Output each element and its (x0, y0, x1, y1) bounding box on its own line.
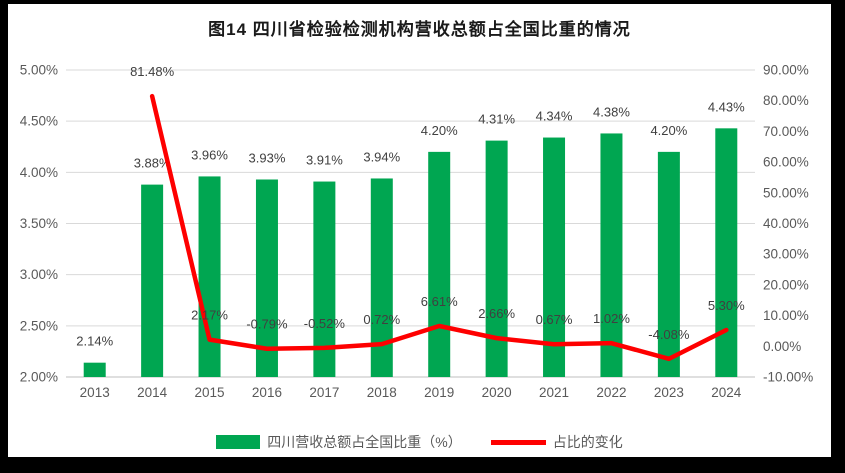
x-axis-label: 2017 (309, 385, 339, 400)
line-value-label: 1.02% (593, 311, 630, 326)
chart-area: 图14 四川省检验检测机构营收总额占全国比重的情况 5.00% 4.50% 4.00… (8, 4, 831, 457)
bar-value-label: 4.34% (536, 109, 573, 124)
bar-2024 (715, 128, 738, 377)
line-value-label: 0.72% (363, 312, 400, 327)
bar-2020 (485, 140, 508, 377)
line-value-label: 5.30% (708, 298, 745, 313)
right-axis-tick: 70.00% (763, 124, 809, 139)
bar-2016 (255, 179, 278, 377)
x-axis-label: 2023 (654, 385, 684, 400)
x-axis-label: 2024 (711, 385, 742, 400)
plot-canvas: 5.00% 4.50% 4.00% 3.50% 3.00% 2.50% 2.00% 90.00… (20, 63, 814, 401)
bar-2023 (657, 151, 680, 377)
right-axis-tick: 50.00% (763, 185, 809, 200)
right-axis-tick: 0.00% (763, 339, 801, 354)
left-axis-tick: 2.00% (20, 370, 58, 385)
left-axis-tick: 5.00% (20, 63, 58, 78)
left-axis-tick: 3.00% (20, 267, 58, 282)
bar-value-label: 4.38% (593, 104, 630, 119)
legend-line-swatch (490, 439, 546, 445)
x-axis-label: 2018 (367, 385, 397, 400)
bar-value-label: 4.20% (650, 123, 687, 138)
bar-value-label: 4.31% (478, 112, 515, 127)
right-axis-tick: 60.00% (763, 155, 809, 170)
legend-bar-swatch (216, 435, 261, 449)
left-axis-tick: 4.50% (20, 114, 58, 129)
bar-value-label: 3.94% (363, 149, 400, 164)
change-line (149, 93, 729, 362)
bar-2017 (313, 181, 336, 377)
line-value-label: -4.08% (648, 327, 690, 342)
line-value-label: 81.48% (130, 64, 175, 79)
bar-2022 (600, 133, 623, 377)
right-axis-tick: 90.00% (763, 63, 809, 78)
bar-2015 (198, 176, 221, 377)
right-axis-tick: 10.00% (763, 308, 809, 323)
left-axis-tick: 4.00% (20, 165, 58, 180)
bar-2019 (428, 151, 451, 377)
right-axis-tick: 30.00% (763, 247, 809, 262)
left-axis-tick: 3.50% (20, 216, 58, 231)
right-axis-tick: 80.00% (763, 93, 809, 108)
bar-value-label: 3.88% (134, 156, 171, 171)
bar-value-label: 3.93% (249, 150, 286, 165)
bar-2021 (543, 137, 566, 377)
right-axis-tick: -10.00% (763, 370, 813, 385)
bar-value-label: 3.91% (306, 153, 343, 168)
bar-2013 (83, 362, 106, 377)
line-value-label: 6.61% (421, 294, 458, 309)
x-axis-label: 2021 (539, 385, 569, 400)
chart-title: 图14 四川省检验检测机构营收总额占全国比重的情况 (208, 20, 631, 39)
bar-2018 (370, 178, 393, 377)
line-value-label: 0.67% (536, 312, 573, 327)
right-axis-tick: 20.00% (763, 277, 809, 292)
legend-line-label: 占比的变化 (552, 434, 623, 450)
bar-value-label: 3.96% (191, 147, 228, 162)
bar-2014 (141, 184, 164, 377)
x-axis-label: 2019 (424, 385, 454, 400)
line-value-label: 2.66% (478, 306, 515, 321)
right-axis-tick: 40.00% (763, 216, 809, 231)
x-axis-label: 2013 (80, 385, 110, 400)
x-axis-label: 2020 (482, 385, 512, 400)
x-axis-label: 2022 (596, 385, 626, 400)
line-value-label: -0.79% (246, 317, 288, 332)
bar-value-label: 2.14% (76, 334, 113, 349)
x-axis-label: 2014 (137, 385, 168, 400)
bar-value-label: 4.43% (708, 99, 745, 114)
bar-value-label: 4.20% (421, 123, 458, 138)
line-value-label: -0.52% (304, 316, 346, 331)
legend-bar-label: 四川营收总额占全国比重（%） (267, 434, 462, 450)
line-value-label: 2.17% (191, 308, 228, 323)
chart-legend: 四川营收总额占全国比重（%） 占比的变化 (8, 432, 831, 452)
left-axis-tick: 2.50% (20, 318, 58, 333)
x-axis-label: 2016 (252, 385, 282, 400)
x-axis-label: 2015 (195, 385, 225, 400)
